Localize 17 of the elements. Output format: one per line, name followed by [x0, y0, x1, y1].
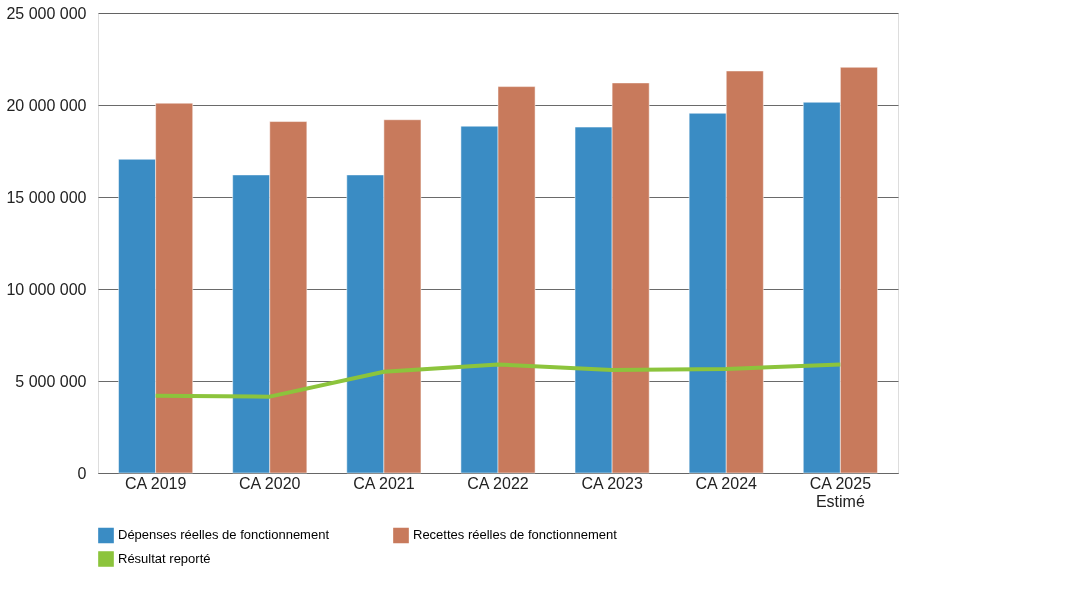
y-tick-label: 25 000 000: [6, 4, 87, 22]
x-tick-label: CA 2023: [581, 474, 643, 492]
y-tick-label: 0: [77, 464, 87, 482]
x-tick-label: CA 2019: [124, 474, 187, 492]
legend-label: Dépenses réelles de fonctionnement: [118, 527, 330, 543]
x-tick-label: CA 2020: [239, 474, 301, 492]
x-tick-label: CA 2021: [353, 474, 415, 492]
legend-label: Résultat reporté: [118, 551, 211, 566]
y-tick-label: 5 000 000: [15, 372, 87, 390]
line-series: [153, 362, 843, 399]
x-tick-label: CA 2022: [467, 474, 529, 492]
x-tick-label: CA 2024: [695, 474, 758, 492]
y-tick-label: 15 000 000: [6, 188, 87, 206]
legend-label: Recettes réelles de fonctionnement: [413, 527, 618, 543]
y-tick-label: 20 000 000: [6, 96, 87, 114]
x-tick-label: CA 2025 Estimé: [809, 474, 872, 510]
y-tick-label: 10 000 000: [6, 280, 87, 298]
